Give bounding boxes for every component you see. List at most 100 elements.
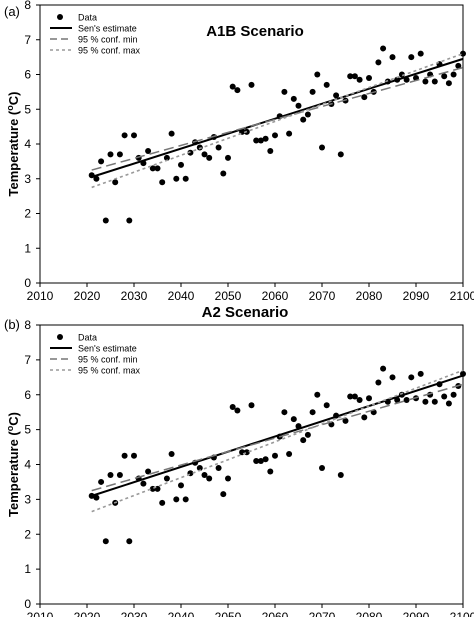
chart-1-x-tick-label: 2090 <box>403 610 430 617</box>
chart-0-data-point <box>163 154 170 161</box>
chart-0-y-tick-label: 8 <box>24 0 31 12</box>
chart-1-data-point <box>347 393 354 400</box>
chart-1-x-tick-label: 2100 <box>450 610 474 617</box>
chart-1-x-tick-label: 2030 <box>121 610 148 617</box>
chart-1-data-point <box>196 464 203 471</box>
chart-1-data-point <box>145 468 152 475</box>
chart-1-data-point <box>182 496 189 503</box>
chart-1-x-tick-label: 2040 <box>168 610 195 617</box>
chart-0-data-point <box>361 94 368 101</box>
chart-0-legend-label: 95 % conf. max <box>78 46 141 56</box>
chart-0-x-tick-label: 2010 <box>27 289 54 303</box>
chart-0-y-tick-label: 6 <box>24 68 31 82</box>
chart-1-legend-marker-data <box>57 334 63 340</box>
chart-1-data-point <box>248 402 255 409</box>
chart-0-legend-label: Sen's estimate <box>78 24 137 34</box>
chart-0-x-tick-label: 2040 <box>168 289 195 303</box>
chart-0-legend-marker-data <box>57 14 63 20</box>
chart-0-data-point <box>398 71 405 78</box>
chart-1-conf-min-line <box>91 383 464 492</box>
chart-1-y-tick-label: 4 <box>24 458 31 472</box>
chart-1-y-tick-label: 2 <box>24 527 31 541</box>
chart-1-data-point <box>422 398 429 405</box>
chart-0-data-point <box>206 154 213 161</box>
chart-0-y-tick-label: 3 <box>24 172 31 186</box>
chart-1-data-point <box>319 464 325 471</box>
chart-0-data-point <box>304 111 311 118</box>
chart-0-data-point <box>445 80 452 87</box>
chart-1-data-point <box>286 451 293 458</box>
chart-1-data-point <box>257 458 264 465</box>
chart-1-legend-label: Sen's estimate <box>78 344 137 354</box>
chart-1-panel-label: (b) <box>4 317 20 332</box>
chart-0-data-point <box>121 132 128 139</box>
chart-0-y-tick-label: 7 <box>24 33 31 47</box>
chart-1-y-axis-label: Temperature (oC) <box>5 412 21 517</box>
chart-0-data-point <box>356 76 363 83</box>
chart-0-data-point <box>333 92 340 99</box>
chart-0-y-tick-label: 1 <box>24 241 31 255</box>
chart-1-data-point <box>107 471 114 478</box>
chart-0-y-axis-label-suffix: C) <box>6 92 21 106</box>
chart-1-y-tick-label: 0 <box>24 597 31 611</box>
chart-0-y-axis-label-prefix: Temperature ( <box>6 110 21 196</box>
chart-0-data-point <box>173 175 180 182</box>
chart-0-data-point <box>422 78 429 85</box>
chart-0-data-point <box>159 179 166 186</box>
chart-1-data-point <box>126 538 133 545</box>
chart-1-data-point <box>314 391 321 398</box>
chart-0-data-point <box>102 217 109 224</box>
chart-1-data-point <box>441 393 448 400</box>
chart-0-data-point <box>253 137 260 144</box>
chart-1-data-point <box>253 458 260 465</box>
chart-0-data-point <box>347 73 354 80</box>
chart-0-data-point <box>98 158 105 165</box>
chart-0-y-tick-label: 5 <box>24 102 31 116</box>
chart-1-data-point <box>220 491 227 498</box>
chart-1-data-point <box>290 416 297 423</box>
chart-1-data-point <box>309 409 316 416</box>
chart-1-data-point <box>225 475 231 482</box>
chart-0-data-point <box>389 54 396 61</box>
chart-1-sens-estimate-line <box>91 374 464 497</box>
chart-1-y-tick-label: 6 <box>24 388 31 402</box>
chart-0-data-point <box>229 83 236 90</box>
chart-1-data-point <box>93 494 100 501</box>
chart-1-data-point <box>140 480 147 487</box>
chart-0-data-point <box>281 88 288 95</box>
chart-1-data-point <box>445 400 452 407</box>
chart-1-data-point <box>323 402 330 409</box>
chart-0-data-point <box>168 130 175 137</box>
chart-0-data-point <box>215 144 222 151</box>
chart-0-data-point <box>366 74 372 81</box>
chart-1-data-point <box>178 482 184 489</box>
chart-0-data-point <box>450 71 457 78</box>
chart-1-data-point <box>173 496 180 503</box>
chart-0-x-tick-label: 2030 <box>121 289 148 303</box>
chart-0-conf-max-line <box>91 52 464 189</box>
chart-0-data-point <box>272 132 278 139</box>
chart-0-sens-estimate-line <box>91 57 464 178</box>
chart-0-conf-min-line <box>91 66 464 171</box>
chart-1-data-point <box>102 538 109 545</box>
chart-0-data-point <box>149 165 156 172</box>
chart-0-data-point <box>225 154 231 161</box>
chart-1-y-axis-label-degree: o <box>5 425 15 431</box>
chart-0-data-point <box>309 88 316 95</box>
chart-0-x-tick-label: 2020 <box>74 289 101 303</box>
chart-0-x-tick-label: 2070 <box>309 289 336 303</box>
chart-0-y-axis-label: Temperature (oC) <box>5 92 21 197</box>
chart-1-y-tick-label: 8 <box>24 318 31 332</box>
chart-1-legend-label: 95 % conf. max <box>78 366 141 376</box>
chart-0-x-tick-label: 2050 <box>215 289 242 303</box>
chart-1-data-point <box>131 452 137 459</box>
chart-0-data-point <box>375 59 382 66</box>
chart-1-data-point <box>408 374 415 381</box>
chart-0-data-point <box>248 81 255 88</box>
chart-0-data-point <box>319 144 325 151</box>
chart-1-x-tick-label: 2060 <box>262 610 289 617</box>
chart-1-data-point <box>394 396 401 403</box>
chart-0-data-point <box>286 130 293 137</box>
chart-1-data-point <box>267 468 274 475</box>
chart-1-data-point <box>431 398 438 405</box>
